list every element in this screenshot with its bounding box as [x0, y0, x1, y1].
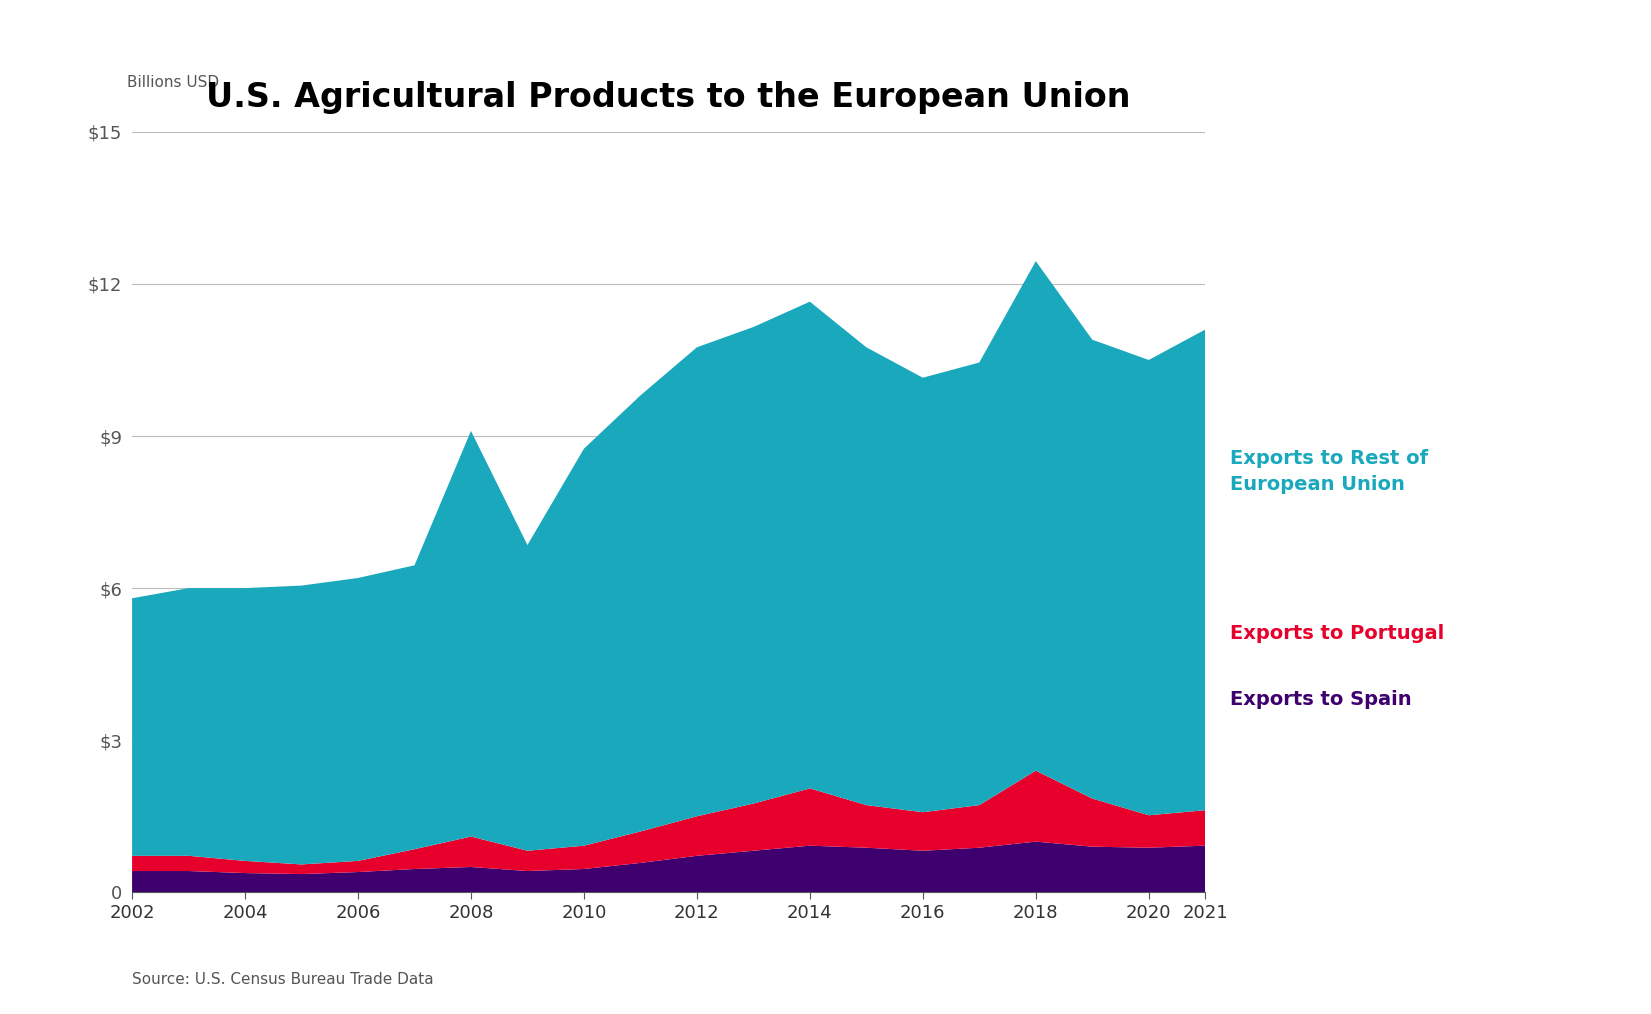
Title: U.S. Agricultural Products to the European Union: U.S. Agricultural Products to the Europe…: [206, 81, 1131, 114]
Text: Exports to Rest of
European Union: Exports to Rest of European Union: [1230, 449, 1428, 494]
Text: Exports to Portugal: Exports to Portugal: [1230, 625, 1445, 643]
Text: Source: U.S. Census Bureau Trade Data: Source: U.S. Census Bureau Trade Data: [132, 971, 434, 987]
Text: Exports to Spain: Exports to Spain: [1230, 691, 1412, 709]
Text: Billions USD: Billions USD: [127, 75, 220, 90]
